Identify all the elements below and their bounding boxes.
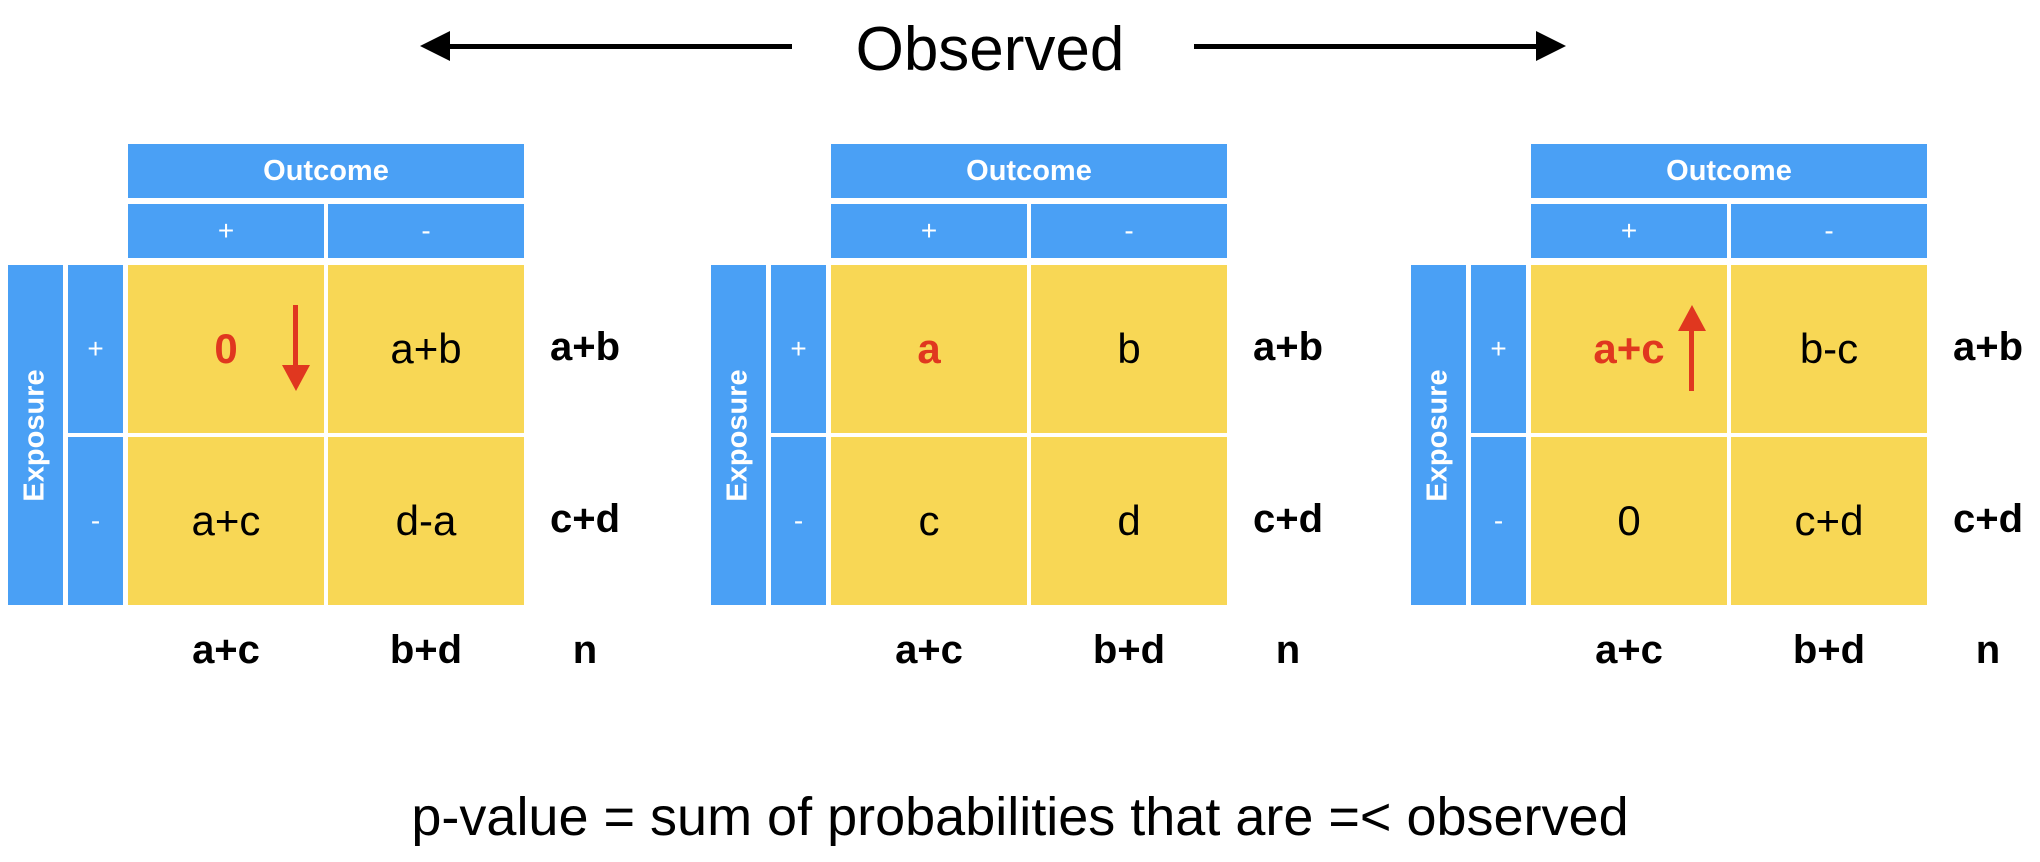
exposure-header: Exposure bbox=[8, 265, 63, 605]
exposure-plus-header: + bbox=[771, 265, 826, 433]
left-arrow-line bbox=[442, 44, 792, 49]
row-total-2: c+d bbox=[1252, 497, 1324, 541]
row-total-2: c+d bbox=[549, 497, 621, 541]
cell-d: d-a bbox=[328, 437, 524, 605]
diagram-title: Observed bbox=[855, 15, 1125, 84]
cell-a-value: a bbox=[917, 325, 941, 372]
down-arrow-icon bbox=[282, 305, 310, 391]
cell-a-value: 0 bbox=[214, 325, 238, 372]
left-arrow bbox=[420, 31, 792, 61]
cell-a: 0 bbox=[128, 265, 324, 433]
exposure-plus-header: + bbox=[1471, 265, 1526, 433]
cell-b: a+b bbox=[328, 265, 524, 433]
col-total-2: b+d bbox=[389, 628, 463, 672]
right-arrow-head bbox=[1536, 31, 1566, 61]
cell-d: d bbox=[1031, 437, 1227, 605]
cell-c: c bbox=[831, 437, 1027, 605]
outcome-plus-header: + bbox=[831, 204, 1027, 258]
col-total-1: a+c bbox=[895, 628, 963, 672]
exposure-label: Exposure bbox=[19, 368, 52, 502]
cell-a: a bbox=[831, 265, 1027, 433]
exposure-header: Exposure bbox=[711, 265, 766, 605]
exposure-minus-header: - bbox=[1471, 437, 1526, 605]
col-total-2: b+d bbox=[1092, 628, 1166, 672]
exposure-plus-header: + bbox=[68, 265, 123, 433]
outcome-header: Outcome bbox=[1531, 144, 1927, 198]
contingency-table-1: Outcome + - Exposure + - 0 a+b a+c d-a a… bbox=[0, 0, 660, 700]
contingency-table-2: Outcome + - Exposure + - a b c d a+b c+d… bbox=[703, 0, 1363, 700]
exposure-label: Exposure bbox=[722, 368, 755, 502]
row-total-1: a+b bbox=[549, 325, 621, 369]
outcome-plus-header: + bbox=[128, 204, 324, 258]
outcome-header: Outcome bbox=[128, 144, 524, 198]
exposure-minus-header: - bbox=[771, 437, 826, 605]
cell-b: b-c bbox=[1731, 265, 1927, 433]
grand-total: n bbox=[1975, 628, 2001, 672]
exposure-label: Exposure bbox=[1422, 368, 1455, 502]
exposure-minus-header: - bbox=[68, 437, 123, 605]
grand-total: n bbox=[572, 628, 598, 672]
right-arrow bbox=[1194, 31, 1566, 61]
cell-c: 0 bbox=[1531, 437, 1727, 605]
cell-c: a+c bbox=[128, 437, 324, 605]
pvalue-caption: p-value = sum of probabilities that are … bbox=[411, 787, 1629, 847]
col-total-1: a+c bbox=[1595, 628, 1663, 672]
contingency-table-3: Outcome + - Exposure + - a+c b-c 0 c+d a… bbox=[1403, 0, 2040, 700]
outcome-minus-header: - bbox=[328, 204, 524, 258]
col-total-1: a+c bbox=[192, 628, 260, 672]
outcome-minus-header: - bbox=[1731, 204, 1927, 258]
outcome-header: Outcome bbox=[831, 144, 1227, 198]
up-arrow-icon bbox=[1678, 305, 1706, 391]
cell-a: a+c bbox=[1531, 265, 1727, 433]
outcome-minus-header: - bbox=[1031, 204, 1227, 258]
cell-b: b bbox=[1031, 265, 1227, 433]
right-arrow-line bbox=[1194, 44, 1544, 49]
row-total-1: a+b bbox=[1252, 325, 1324, 369]
col-total-2: b+d bbox=[1792, 628, 1866, 672]
cell-d: c+d bbox=[1731, 437, 1927, 605]
grand-total: n bbox=[1275, 628, 1301, 672]
outcome-plus-header: + bbox=[1531, 204, 1727, 258]
row-total-2: c+d bbox=[1952, 497, 2024, 541]
cell-a-value: a+c bbox=[1593, 325, 1665, 372]
exposure-header: Exposure bbox=[1411, 265, 1466, 605]
row-total-1: a+b bbox=[1952, 325, 2024, 369]
